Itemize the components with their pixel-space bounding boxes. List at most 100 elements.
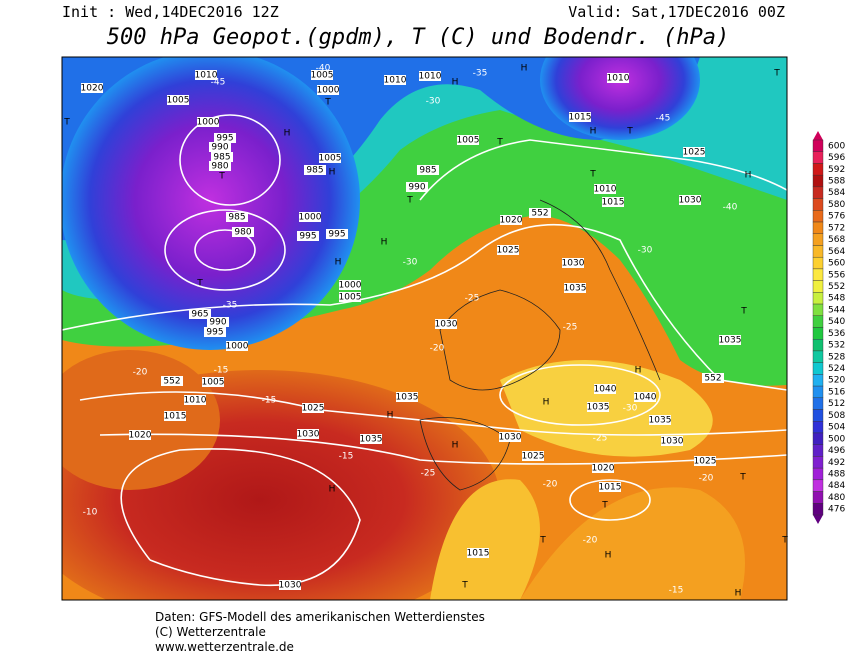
temperature-label: -25 xyxy=(465,294,480,304)
isobar-label: 1000 xyxy=(317,86,340,96)
scale-box xyxy=(812,256,824,270)
temperature-label: -30 xyxy=(426,97,441,107)
label-box xyxy=(500,215,522,225)
scale-box xyxy=(812,374,824,387)
isobar-label: 990 xyxy=(209,318,226,328)
isobar-label: 990 xyxy=(211,143,228,153)
label-box xyxy=(562,258,584,268)
map-title: 500 hPa Geopot.(gpdm), T (C) und Bodendr… xyxy=(107,25,730,50)
pressure-center: T xyxy=(589,170,596,180)
pressure-center: H xyxy=(452,441,459,451)
label-box xyxy=(702,373,724,383)
scale-box xyxy=(812,409,824,422)
label-box xyxy=(167,95,189,105)
label-box xyxy=(317,85,339,95)
temperature-label: -30 xyxy=(638,246,653,256)
scale-label: 476 xyxy=(828,505,845,515)
label-box xyxy=(129,430,151,440)
scale-label: 576 xyxy=(828,212,845,222)
isobar-label: 1020 xyxy=(81,84,104,94)
scale-label: 508 xyxy=(828,411,845,421)
label-box xyxy=(406,182,428,192)
map-frame xyxy=(61,56,788,601)
isobar-label: 1025 xyxy=(497,246,520,256)
isobar-label: 1015 xyxy=(164,412,187,422)
isobar-label: 1035 xyxy=(587,403,610,413)
label-box xyxy=(679,195,701,205)
label-box xyxy=(634,392,656,402)
label-box xyxy=(467,548,489,558)
isobar-label: 1010 xyxy=(195,71,218,81)
label-box xyxy=(232,227,254,237)
scale-label: 580 xyxy=(828,200,845,210)
isobar-label: 965 xyxy=(191,310,208,320)
scale-box xyxy=(812,221,824,234)
isobar-label: 995 xyxy=(206,328,223,338)
temperature-label: -40 xyxy=(723,203,738,213)
label-box xyxy=(396,392,418,402)
isobar-label: 1015 xyxy=(599,483,622,493)
scale-box xyxy=(812,315,824,328)
scale-label: 512 xyxy=(828,399,845,409)
isobar-label: 1035 xyxy=(396,393,419,403)
scale-label: 524 xyxy=(828,364,845,374)
pressure-center: H xyxy=(745,171,752,181)
label-box xyxy=(202,377,224,387)
isobar-label: 1015 xyxy=(602,198,625,208)
isobar-label: 1000 xyxy=(299,213,322,223)
pressure-center: T xyxy=(739,473,746,483)
isobar-label: 1035 xyxy=(649,416,672,426)
scale-box xyxy=(812,292,824,305)
scale-label: 544 xyxy=(828,305,845,315)
scale-box xyxy=(812,280,824,293)
scale-label: 588 xyxy=(828,177,845,187)
pressure-center: T xyxy=(781,536,788,546)
pressure-center: T xyxy=(461,581,468,591)
scale-label: 560 xyxy=(828,259,845,269)
isobar-label: 1010 xyxy=(384,76,407,86)
map xyxy=(62,57,787,600)
temperature-label: -35 xyxy=(223,301,238,311)
temperature-label: -25 xyxy=(593,434,608,444)
isobar-label: 1035 xyxy=(360,435,383,445)
scale-label: 540 xyxy=(828,317,845,327)
isobar-label: 1030 xyxy=(435,320,458,330)
label-box xyxy=(417,165,439,175)
scale-label: 536 xyxy=(828,329,845,339)
pressure-center: T xyxy=(63,118,70,128)
scale-box xyxy=(812,174,824,188)
scale-box xyxy=(812,233,824,246)
scale-box xyxy=(812,397,824,410)
temperature-label: -45 xyxy=(656,114,671,124)
temperature-label: -15 xyxy=(262,396,277,406)
label-box xyxy=(189,309,211,319)
isobar-label: 1040 xyxy=(634,393,657,403)
pressure-center: T xyxy=(740,307,747,317)
footer-source: Daten: GFS-Modell des amerikanischen Wet… xyxy=(155,610,485,624)
scale-box xyxy=(812,339,824,352)
label-box xyxy=(594,184,616,194)
pressure-center: H xyxy=(335,258,342,268)
isobar-label: 985 xyxy=(228,213,245,223)
scale-box xyxy=(812,467,824,481)
isobar-label: 985 xyxy=(306,166,323,176)
pressure-center: T xyxy=(324,98,331,108)
pressure-center: H xyxy=(381,238,388,248)
label-box xyxy=(319,153,341,163)
temperature-label: -25 xyxy=(563,323,578,333)
label-box xyxy=(587,402,609,412)
scale-box xyxy=(812,479,824,492)
isobar-label: 1025 xyxy=(694,457,717,467)
scale-arrow-top xyxy=(813,131,823,140)
scale-label: 488 xyxy=(828,469,845,479)
isobar-label: 995 xyxy=(299,232,316,242)
label-box xyxy=(360,434,382,444)
pressure-center: H xyxy=(605,551,612,561)
label-box xyxy=(384,75,406,85)
isobar-label: 1010 xyxy=(594,185,617,195)
label-box xyxy=(435,319,457,329)
pressure-center: T xyxy=(496,138,503,148)
scale-box xyxy=(812,421,824,434)
label-box xyxy=(161,376,183,386)
